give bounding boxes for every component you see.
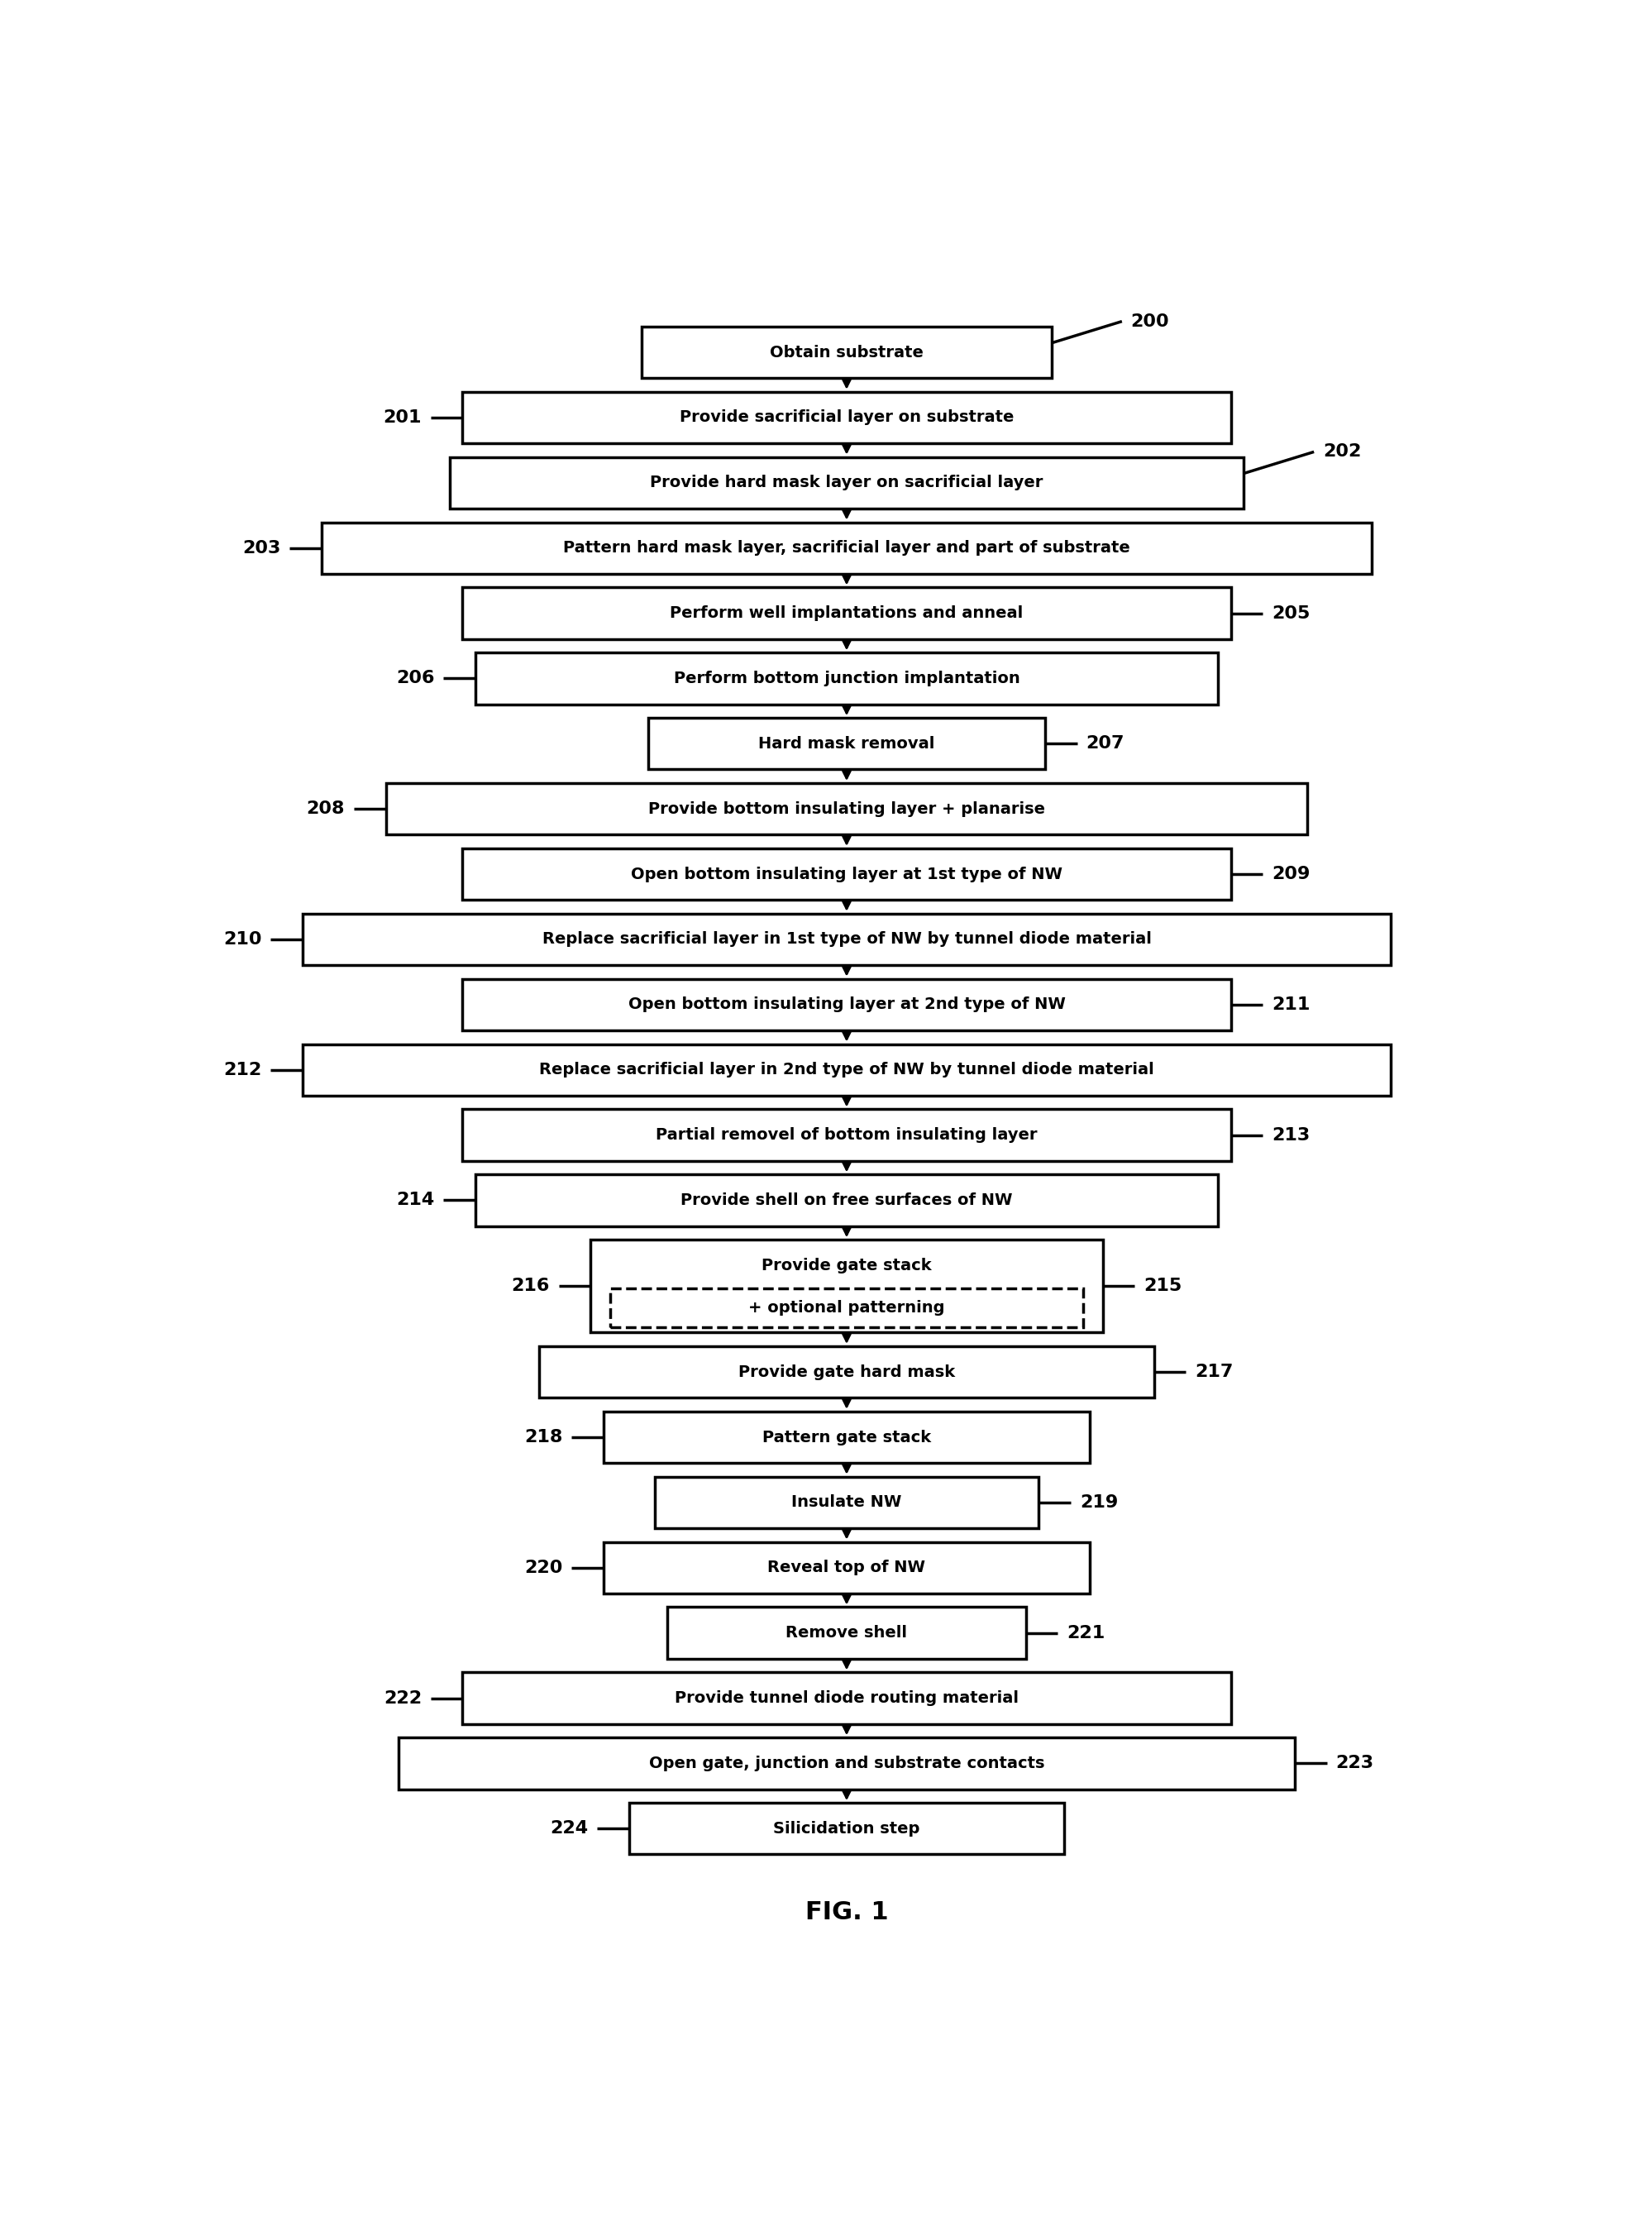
Text: Pattern hard mask layer, sacrificial layer and part of substrate: Pattern hard mask layer, sacrificial lay… <box>563 540 1130 556</box>
Text: Reveal top of NW: Reveal top of NW <box>768 1560 925 1575</box>
FancyBboxPatch shape <box>648 718 1046 769</box>
Text: Replace sacrificial layer in 2nd type of NW by tunnel diode material: Replace sacrificial layer in 2nd type of… <box>539 1062 1155 1078</box>
Text: 210: 210 <box>223 931 261 947</box>
Text: 222: 222 <box>383 1691 421 1706</box>
FancyBboxPatch shape <box>463 587 1231 640</box>
FancyBboxPatch shape <box>603 1411 1090 1462</box>
FancyBboxPatch shape <box>476 653 1218 704</box>
FancyBboxPatch shape <box>302 913 1391 964</box>
FancyBboxPatch shape <box>398 1738 1295 1789</box>
Text: Provide gate stack: Provide gate stack <box>762 1258 932 1273</box>
FancyBboxPatch shape <box>463 391 1231 444</box>
Text: 202: 202 <box>1323 444 1361 460</box>
Text: Provide gate hard mask: Provide gate hard mask <box>738 1364 955 1380</box>
Text: + optional patterning: + optional patterning <box>748 1300 945 1315</box>
Text: 221: 221 <box>1067 1624 1105 1642</box>
Text: 201: 201 <box>383 409 421 427</box>
FancyBboxPatch shape <box>302 1044 1391 1095</box>
Text: 206: 206 <box>396 671 434 687</box>
Text: 215: 215 <box>1143 1278 1181 1295</box>
Text: 212: 212 <box>223 1062 261 1078</box>
Text: Partial removel of bottom insulating layer: Partial removel of bottom insulating lay… <box>656 1127 1037 1142</box>
Text: Remove shell: Remove shell <box>786 1624 907 1640</box>
Text: 214: 214 <box>396 1191 434 1209</box>
FancyBboxPatch shape <box>449 458 1244 509</box>
Text: 216: 216 <box>510 1278 550 1295</box>
Text: Obtain substrate: Obtain substrate <box>770 344 923 360</box>
Text: Provide sacrificial layer on substrate: Provide sacrificial layer on substrate <box>679 409 1014 424</box>
Text: 220: 220 <box>524 1560 562 1575</box>
Text: Open bottom insulating layer at 2nd type of NW: Open bottom insulating layer at 2nd type… <box>628 998 1066 1013</box>
Text: Pattern gate stack: Pattern gate stack <box>762 1429 932 1444</box>
FancyBboxPatch shape <box>463 849 1231 900</box>
Text: 211: 211 <box>1272 995 1310 1013</box>
FancyBboxPatch shape <box>629 1802 1064 1855</box>
FancyBboxPatch shape <box>463 1673 1231 1724</box>
Text: Replace sacrificial layer in 1st type of NW by tunnel diode material: Replace sacrificial layer in 1st type of… <box>542 931 1151 947</box>
Text: 203: 203 <box>243 540 281 556</box>
FancyBboxPatch shape <box>641 327 1051 378</box>
FancyBboxPatch shape <box>463 1109 1231 1160</box>
FancyBboxPatch shape <box>539 1347 1153 1398</box>
FancyBboxPatch shape <box>610 1289 1084 1327</box>
Text: Provide shell on free surfaces of NW: Provide shell on free surfaces of NW <box>681 1193 1013 1209</box>
FancyBboxPatch shape <box>476 1175 1218 1227</box>
Text: 219: 219 <box>1080 1493 1118 1511</box>
Text: Hard mask removal: Hard mask removal <box>758 735 935 751</box>
Text: 213: 213 <box>1272 1127 1310 1144</box>
Text: 208: 208 <box>306 800 345 818</box>
Text: 224: 224 <box>550 1820 588 1838</box>
FancyBboxPatch shape <box>591 1240 1104 1333</box>
FancyBboxPatch shape <box>463 980 1231 1031</box>
Text: Perform well implantations and anneal: Perform well implantations and anneal <box>671 604 1023 622</box>
Text: 205: 205 <box>1272 604 1310 622</box>
Text: 209: 209 <box>1272 867 1310 882</box>
Text: Provide tunnel diode routing material: Provide tunnel diode routing material <box>674 1691 1019 1706</box>
Text: 223: 223 <box>1336 1755 1374 1771</box>
FancyBboxPatch shape <box>667 1607 1026 1658</box>
Text: Silicidation step: Silicidation step <box>773 1820 920 1835</box>
Text: 218: 218 <box>524 1429 562 1447</box>
Text: 217: 217 <box>1194 1364 1234 1380</box>
Text: FIG. 1: FIG. 1 <box>805 1900 889 1924</box>
Text: Insulate NW: Insulate NW <box>791 1495 902 1511</box>
Text: Perform bottom junction implantation: Perform bottom junction implantation <box>674 671 1019 687</box>
Text: Open gate, junction and substrate contacts: Open gate, junction and substrate contac… <box>649 1755 1044 1771</box>
Text: Provide bottom insulating layer + planarise: Provide bottom insulating layer + planar… <box>648 802 1046 818</box>
FancyBboxPatch shape <box>654 1478 1039 1529</box>
Text: 207: 207 <box>1085 735 1125 751</box>
Text: Provide hard mask layer on sacrificial layer: Provide hard mask layer on sacrificial l… <box>651 476 1042 491</box>
Text: 200: 200 <box>1132 313 1170 329</box>
FancyBboxPatch shape <box>322 522 1371 573</box>
Text: Open bottom insulating layer at 1st type of NW: Open bottom insulating layer at 1st type… <box>631 867 1062 882</box>
FancyBboxPatch shape <box>603 1542 1090 1593</box>
FancyBboxPatch shape <box>387 782 1308 835</box>
